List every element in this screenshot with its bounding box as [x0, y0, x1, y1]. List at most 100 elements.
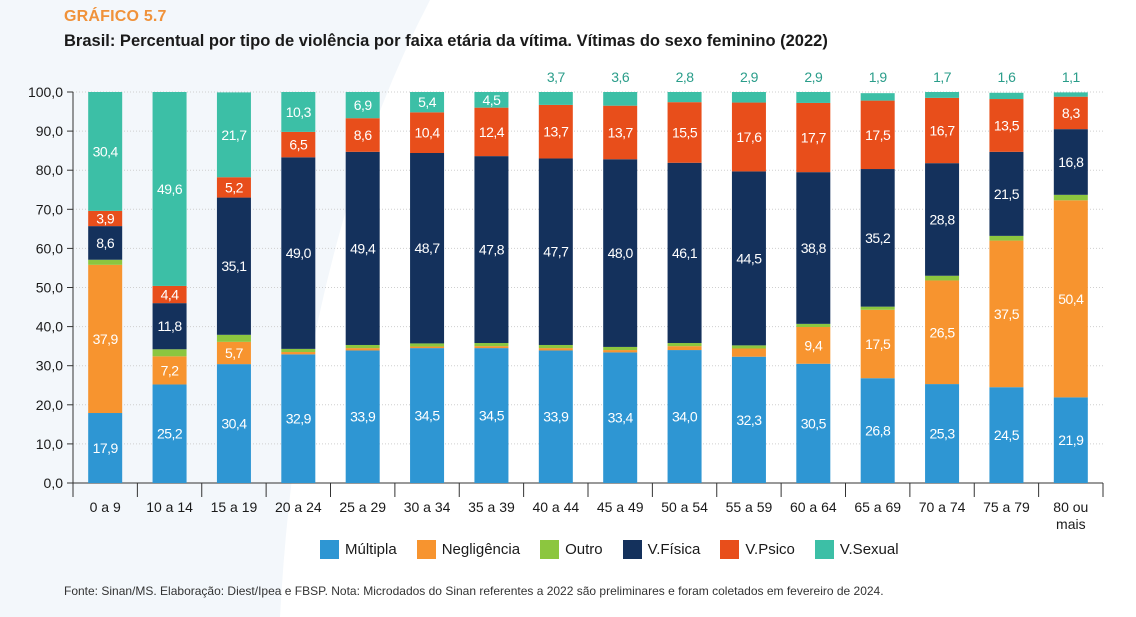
data-label: 21,7 [221, 127, 247, 143]
data-label: 32,9 [286, 411, 312, 427]
legend-label: V.Sexual [839, 541, 899, 558]
data-label: 1,1 [1062, 69, 1081, 85]
legend-swatch [814, 540, 834, 559]
data-label: 3,7 [547, 69, 566, 85]
legend-item-vfisica: V.Física [622, 540, 701, 559]
y-tick-label: 90,0 [36, 123, 63, 139]
data-label: 34,5 [414, 408, 440, 424]
x-tick-label: 45 a 49 [597, 499, 644, 515]
bar-segment [731, 92, 766, 103]
x-tick-label: 35 a 39 [468, 499, 515, 515]
data-label: 8,6 [96, 235, 115, 251]
bar-segment [796, 172, 831, 324]
legend-label: Múltipla [345, 541, 397, 558]
legend-item-vsexual: V.Sexual [814, 540, 899, 559]
data-label: 47,7 [543, 244, 569, 260]
bar-segment [216, 334, 251, 342]
data-label: 33,9 [543, 409, 569, 425]
bar-segment [603, 92, 638, 106]
legend-item-outro: Outro [540, 540, 603, 559]
data-label: 16,7 [929, 123, 955, 139]
bar-segment [216, 341, 251, 365]
data-label: 26,8 [865, 423, 891, 439]
bar-segment [667, 92, 702, 103]
y-tick-label: 80,0 [36, 162, 63, 178]
bar-segment [410, 346, 445, 349]
data-label: 48,0 [608, 245, 634, 261]
bar-segment [603, 352, 638, 483]
data-label: 44,5 [736, 250, 762, 266]
y-tick-label: 100,0 [28, 84, 63, 100]
bar-segment [667, 346, 702, 351]
bar-segment [667, 343, 702, 347]
bar-segment [345, 350, 380, 483]
data-label: 1,9 [869, 69, 888, 85]
bar-segment [989, 99, 1024, 152]
x-tick-label: mais [1056, 516, 1086, 532]
bar-segment [88, 413, 123, 483]
x-tick-label: 65 a 69 [854, 499, 901, 515]
data-label: 17,6 [736, 129, 762, 145]
data-label: 3,9 [96, 210, 115, 226]
bar-segment [603, 159, 638, 347]
y-tick-label: 0,0 [44, 475, 64, 491]
y-tick-label: 40,0 [36, 319, 63, 335]
bar-segment [1053, 194, 1088, 201]
bar-segment [538, 350, 573, 483]
legend-label: V.Física [647, 541, 701, 558]
data-label: 4,5 [482, 92, 501, 108]
bar-segment [88, 92, 123, 211]
data-label: 32,3 [736, 412, 762, 428]
bar-segment [796, 326, 831, 364]
bar-segment [216, 364, 251, 483]
bar-segment [603, 346, 638, 351]
bar-segment [88, 259, 123, 265]
bar-segment [152, 303, 187, 350]
bar-segment [989, 240, 1024, 388]
bar-segment [860, 93, 895, 101]
bar-segment [925, 275, 960, 281]
data-label: 7,2 [161, 362, 180, 378]
bar-segment [925, 163, 960, 276]
bar-segment [731, 345, 766, 349]
data-label: 17,9 [93, 440, 119, 456]
data-label: 9,4 [804, 337, 823, 353]
bar-segment [152, 356, 187, 385]
legend-swatch [320, 540, 339, 559]
x-tick-label: 75 a 79 [983, 499, 1030, 515]
bar-segment [796, 102, 831, 173]
x-tick-label: 10 a 14 [146, 499, 193, 515]
bar-segment [474, 156, 509, 344]
y-tick-label: 60,0 [36, 240, 63, 256]
data-label: 21,5 [994, 186, 1020, 202]
bar-segment [345, 92, 380, 119]
data-label: 35,2 [865, 230, 891, 246]
data-label: 49,4 [350, 240, 376, 256]
y-tick-label: 10,0 [36, 436, 63, 452]
data-label: 35,1 [221, 258, 247, 274]
data-label: 6,5 [289, 137, 308, 153]
legend-swatch [622, 540, 642, 559]
data-label: 50,4 [1058, 291, 1084, 307]
bar-segment [474, 107, 509, 157]
bar-segment [1053, 96, 1088, 130]
data-label: 17,5 [865, 336, 891, 352]
bar-segment [925, 97, 960, 164]
data-label: 1,6 [997, 69, 1016, 85]
bar-segment [281, 354, 316, 483]
bar-segment [281, 352, 316, 355]
data-label: 13,5 [994, 117, 1020, 133]
bar-segment [152, 92, 187, 286]
bar-segment [731, 171, 766, 346]
data-label: 10,4 [414, 125, 440, 141]
bar-segment [1053, 397, 1088, 483]
data-label: 30,4 [221, 416, 247, 432]
bar-segment [538, 104, 573, 159]
legend-swatch [416, 540, 436, 559]
data-label: 8,6 [354, 127, 373, 143]
bar-segment [281, 92, 316, 132]
bar-segment [410, 348, 445, 483]
data-label: 46,1 [672, 245, 698, 261]
x-tick-label: 50 a 54 [661, 499, 708, 515]
data-label: 34,0 [672, 409, 698, 425]
